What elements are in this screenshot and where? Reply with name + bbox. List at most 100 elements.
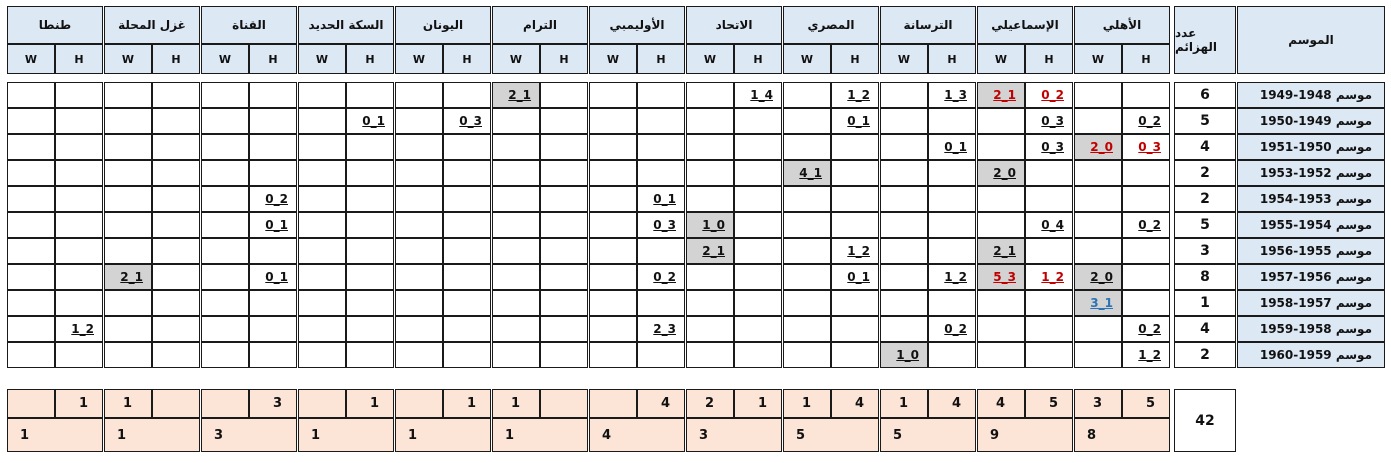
home-cell [831, 290, 879, 316]
away-cell [977, 290, 1025, 316]
away-cell [395, 212, 443, 238]
away-cell [880, 316, 928, 342]
away-cell [395, 186, 443, 212]
away-cell [492, 316, 540, 342]
loss-count: 1 [1174, 290, 1236, 316]
away-column-header: W [880, 44, 928, 74]
match-score: 0_2 [1025, 82, 1073, 108]
away-cell [686, 82, 734, 108]
away-total: 1 [104, 389, 152, 418]
away-cell [298, 82, 346, 108]
home-cell [928, 238, 976, 264]
home-cell [831, 342, 879, 368]
season-label: موسم 1952-1953 [1237, 160, 1385, 186]
home-cell [734, 342, 782, 368]
season-label: موسم 1953-1954 [1237, 186, 1385, 212]
home-cell [831, 316, 879, 342]
away-cell [492, 108, 540, 134]
home-cell [831, 160, 879, 186]
loss-count: 2 [1174, 160, 1236, 186]
away-cell [298, 108, 346, 134]
team-total: 1 [298, 418, 394, 452]
away-cell [589, 264, 637, 290]
away-cell [977, 134, 1025, 160]
home-column-header: H [928, 44, 976, 74]
away-cell [7, 316, 55, 342]
away-column-header: W [7, 44, 55, 74]
away-cell [880, 186, 928, 212]
away-cell [977, 186, 1025, 212]
home-cell [540, 160, 588, 186]
away-cell [492, 186, 540, 212]
match-score: 0_3 [1122, 134, 1170, 160]
team-total: 1 [104, 418, 200, 452]
home-cell [249, 238, 297, 264]
home-cell [637, 290, 685, 316]
away-cell [104, 82, 152, 108]
home-cell [734, 108, 782, 134]
home-cell [734, 186, 782, 212]
away-cell [1074, 342, 1122, 368]
count-header: عدد الهزائم [1174, 6, 1236, 74]
home-cell [1122, 160, 1170, 186]
away-cell [1074, 108, 1122, 134]
home-cell [55, 290, 103, 316]
away-cell [686, 316, 734, 342]
home-total: 1 [443, 389, 491, 418]
home-cell [540, 186, 588, 212]
away-column-header: W [686, 44, 734, 74]
home-cell [152, 82, 200, 108]
match-score: 0_2 [1122, 108, 1170, 134]
away-column-header: W [783, 44, 831, 74]
away-column-header: W [589, 44, 637, 74]
away-cell [395, 316, 443, 342]
match-score: 1_3 [928, 82, 976, 108]
away-cell [298, 186, 346, 212]
away-cell [201, 108, 249, 134]
away-cell [7, 290, 55, 316]
match-score: 4_1 [783, 160, 831, 186]
home-total: 3 [249, 389, 297, 418]
match-score: 1_2 [55, 316, 103, 342]
away-cell [395, 264, 443, 290]
match-score: 2_0 [1074, 134, 1122, 160]
home-cell [152, 264, 200, 290]
team-header: غزل المحلة [104, 6, 200, 44]
team-total: 4 [589, 418, 685, 452]
home-cell [734, 290, 782, 316]
home-cell [346, 316, 394, 342]
home-cell [443, 134, 491, 160]
home-cell [443, 82, 491, 108]
loss-count: 4 [1174, 134, 1236, 160]
away-cell [104, 342, 152, 368]
away-cell [7, 82, 55, 108]
home-cell [540, 212, 588, 238]
away-cell [104, 290, 152, 316]
match-score: 1_4 [734, 82, 782, 108]
home-cell [55, 82, 103, 108]
away-cell [492, 212, 540, 238]
away-cell [686, 108, 734, 134]
home-cell [443, 238, 491, 264]
home-cell [152, 212, 200, 238]
home-cell [346, 82, 394, 108]
home-cell [443, 264, 491, 290]
away-column-header: W [395, 44, 443, 74]
home-column-header: H [152, 44, 200, 74]
away-cell [589, 290, 637, 316]
loss-count: 8 [1174, 264, 1236, 290]
home-column-header: H [55, 44, 103, 74]
home-total: 4 [831, 389, 879, 418]
home-total: 4 [637, 389, 685, 418]
season-label: موسم 1954-1955 [1237, 212, 1385, 238]
match-score: 0_1 [346, 108, 394, 134]
home-cell [249, 108, 297, 134]
match-score: 0_2 [637, 264, 685, 290]
season-label: موسم 1959-1960 [1237, 342, 1385, 368]
home-cell [1025, 316, 1073, 342]
home-cell [637, 342, 685, 368]
home-cell [928, 290, 976, 316]
team-header: الإسماعيلي [977, 6, 1073, 44]
away-cell [589, 186, 637, 212]
home-cell [734, 316, 782, 342]
